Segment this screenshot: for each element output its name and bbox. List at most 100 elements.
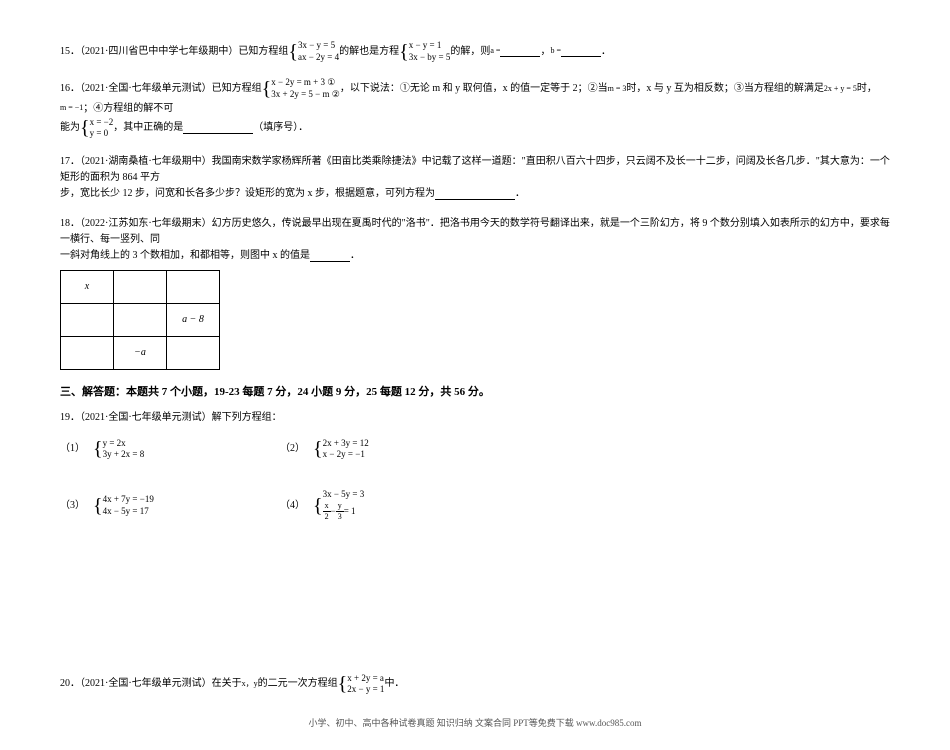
table-row: a − 8 (61, 304, 220, 337)
q19-sub2-l1: 2x + 3y = 12 (323, 438, 369, 450)
q15-a: a = (490, 45, 500, 58)
magic-square-table: x a − 8 −a (60, 270, 220, 370)
q19-sub4-sys: { 3x − 5y = 3 x 2 − y 3 = 1 (313, 489, 364, 522)
cell-empty (61, 337, 114, 370)
q16-line2-prefix: 能为 (60, 120, 80, 136)
cell-empty (114, 271, 167, 304)
question-18: 18．（2022·江苏如东·七年级期末）幻方历史悠久，传说最早出现在夏禹时代的"… (60, 216, 890, 370)
q19-sub1-content: y = 2x 3y + 2x = 8 (103, 438, 145, 461)
q15-mid2: 的解，则 (450, 44, 490, 60)
brace-icon: { (313, 441, 323, 457)
question-19: 19．（2021·全国·七年级单元测试）解下列方程组： （1） { y = 2x… (60, 410, 890, 539)
table-row: x (61, 271, 220, 304)
q19-sub1: （1） { y = 2x 3y + 2x = 8 (60, 438, 280, 461)
q19-sub1-label: （1） (60, 441, 85, 457)
q15-sys2-l2: 3x − by = 5 (409, 52, 451, 64)
q16-mid2: 时，x 与 y 互为相反数；③当方程组的解满足 (626, 81, 824, 97)
q17-line1: 17．（2021·湖南桑植·七年级期中）我国南宋数学家杨辉所著《田亩比类乘除捷法… (60, 154, 890, 186)
brace-icon: { (313, 498, 323, 514)
q18-line2: 一斜对角线上的 3 个数相加，和都相等，则图中 x 的值是 (60, 248, 310, 264)
question-16: 16．（2021·全国·七年级单元测试）已知方程组 { x − 2y = m +… (60, 77, 890, 140)
frac-den: 3 (336, 512, 344, 522)
q15-sys1-l1: 3x − y = 5 (298, 40, 339, 52)
q15-prefix: 15．（2021·四川省巴中中学七年级期中）已知方程组 (60, 44, 288, 60)
q19-sub1-l1: y = 2x (103, 438, 145, 450)
blank-a (500, 46, 540, 57)
q19-sub3-l1: 4x + 7y = −19 (103, 494, 154, 506)
cell-empty (167, 337, 220, 370)
q20-system: { x + 2y = a 2x − y = 1 (338, 673, 385, 696)
brace-icon: { (93, 441, 103, 457)
q19-sub2-content: 2x + 3y = 12 x − 2y = −1 (323, 438, 369, 461)
blank-q18 (310, 251, 350, 262)
cell-na: −a (114, 337, 167, 370)
q15-b: b = (550, 45, 561, 58)
q19-sub4-content: 3x − 5y = 3 x 2 − y 3 = 1 (323, 489, 365, 522)
q16-sys-l1: x − 2y = m + 3 ① (271, 77, 340, 89)
q20-suffix: 中． (384, 676, 404, 692)
q17-line2: 步，宽比长少 12 步，问宽和长各多少步？设矩形的宽为 x 步，根据题意，可列方… (60, 186, 435, 202)
q19-sub4-l2: x 2 − y 3 = 1 (323, 501, 365, 523)
eq1: = 1 (344, 506, 356, 518)
q15-sys2-content: x − y = 1 3x − by = 5 (409, 40, 451, 63)
q16-line1: 16．（2021·全国·七年级单元测试）已知方程组 { x − 2y = m +… (60, 77, 890, 116)
cell-empty (61, 304, 114, 337)
q16-mid3: 时， (857, 81, 877, 97)
q16-sys-l2: 3x + 2y = 5 − m ② (271, 89, 340, 101)
q16-system-2: { x = −2 y = 0 (80, 117, 113, 140)
q15-mid1: 的解也是方程 (339, 44, 399, 60)
q15-line: 15．（2021·四川省巴中中学七年级期中）已知方程组 { 3x − y = 5… (60, 40, 890, 63)
q15-system-1: { 3x − y = 5 ax − 2y = 4 (288, 40, 339, 63)
brace-icon: { (338, 676, 348, 692)
section-3-header: 三、解答题：本题共 7 个小题，19-23 每题 7 分，24 小题 9 分，2… (60, 384, 890, 402)
q16-line2: 能为 { x = −2 y = 0 ，其中正确的是 （填序号）． (60, 117, 890, 140)
q16-mid4: ；④方程组的解不可 (83, 101, 173, 117)
frac-num: x (323, 501, 331, 512)
q19-sub4-l1: 3x − 5y = 3 (323, 489, 365, 501)
q19-subs: （1） { y = 2x 3y + 2x = 8 （2） { 2x + 3y =… (60, 438, 890, 477)
brace-icon: { (80, 120, 90, 136)
q19-prefix: 19．（2021·全国·七年级单元测试）解下列方程组： (60, 410, 890, 426)
frac-y3: y 3 (336, 501, 344, 523)
q19-sub2: （2） { 2x + 3y = 12 x − 2y = −1 (280, 438, 500, 461)
q16-suffix: ，其中正确的是 (113, 120, 183, 136)
q16-2xy: 2x + y = 5 (824, 83, 857, 96)
question-17: 17．（2021·湖南桑植·七年级期中）我国南宋数学家杨辉所著《田亩比类乘除捷法… (60, 154, 890, 202)
q15-sys1-content: 3x − y = 5 ax − 2y = 4 (298, 40, 339, 63)
q16-mneg1: m = −1 (60, 102, 83, 115)
q16-sys-content: x − 2y = m + 3 ① 3x + 2y = 5 − m ② (271, 77, 340, 100)
page-footer: 小学、初中、高中各种试卷真题 知识归纳 文案合同 PPT等免费下载 www.do… (60, 716, 890, 730)
q20-mid: 的二元一次方程组 (258, 676, 338, 692)
q16-mid1: ，以下说法：①无论 m 和 y 取何值，x 的值一定等于 2；②当 (340, 81, 608, 97)
footer-link[interactable]: www.doc985.com (576, 718, 641, 728)
q19-sub3-content: 4x + 7y = −19 4x − 5y = 17 (103, 494, 154, 517)
q19-sub3-label: （3） (60, 498, 85, 514)
question-15: 15．（2021·四川省巴中中学七年级期中）已知方程组 { 3x − y = 5… (60, 40, 890, 63)
brace-icon: { (288, 44, 298, 60)
q20-xy: x，y (242, 678, 258, 691)
q20-prefix: 20．（2021·全国·七年级单元测试）在关于 (60, 676, 242, 692)
q16-sys2-l2: y = 0 (90, 128, 114, 140)
q20-sys-content: x + 2y = a 2x − y = 1 (347, 673, 384, 696)
q15-comma: ， (540, 44, 550, 60)
frac-den: 2 (323, 512, 331, 522)
cell-a8: a − 8 (167, 304, 220, 337)
blank-q17 (435, 189, 515, 200)
brace-icon: { (399, 44, 409, 60)
q16-prefix: 16．（2021·全国·七年级单元测试）已知方程组 (60, 81, 262, 97)
q15-sys2-l1: x − y = 1 (409, 40, 451, 52)
brace-icon: { (93, 498, 103, 514)
q20-line: 20．（2021·全国·七年级单元测试）在关于 x，y 的二元一次方程组 { x… (60, 673, 890, 696)
q15-period: ． (601, 44, 611, 60)
table-row: −a (61, 337, 220, 370)
footer-text: 小学、初中、高中各种试卷真题 知识归纳 文案合同 PPT等免费下载 (309, 718, 577, 728)
q19-sub4: （4） { 3x − 5y = 3 x 2 − y 3 (280, 489, 500, 522)
q18-line2-wrap: 一斜对角线上的 3 个数相加，和都相等，则图中 x 的值是 ． (60, 248, 890, 264)
q16-sys2-l1: x = −2 (90, 117, 114, 129)
q15-system-2: { x − y = 1 3x − by = 5 (399, 40, 450, 63)
q18-period: ． (350, 248, 360, 264)
q20-sys-l2: 2x − y = 1 (347, 684, 384, 696)
q19-sub1-sys: { y = 2x 3y + 2x = 8 (93, 438, 144, 461)
q19-sub3: （3） { 4x + 7y = −19 4x − 5y = 17 (60, 489, 280, 522)
q17-line2-wrap: 步，宽比长少 12 步，问宽和长各多少步？设矩形的宽为 x 步，根据题意，可列方… (60, 186, 890, 202)
